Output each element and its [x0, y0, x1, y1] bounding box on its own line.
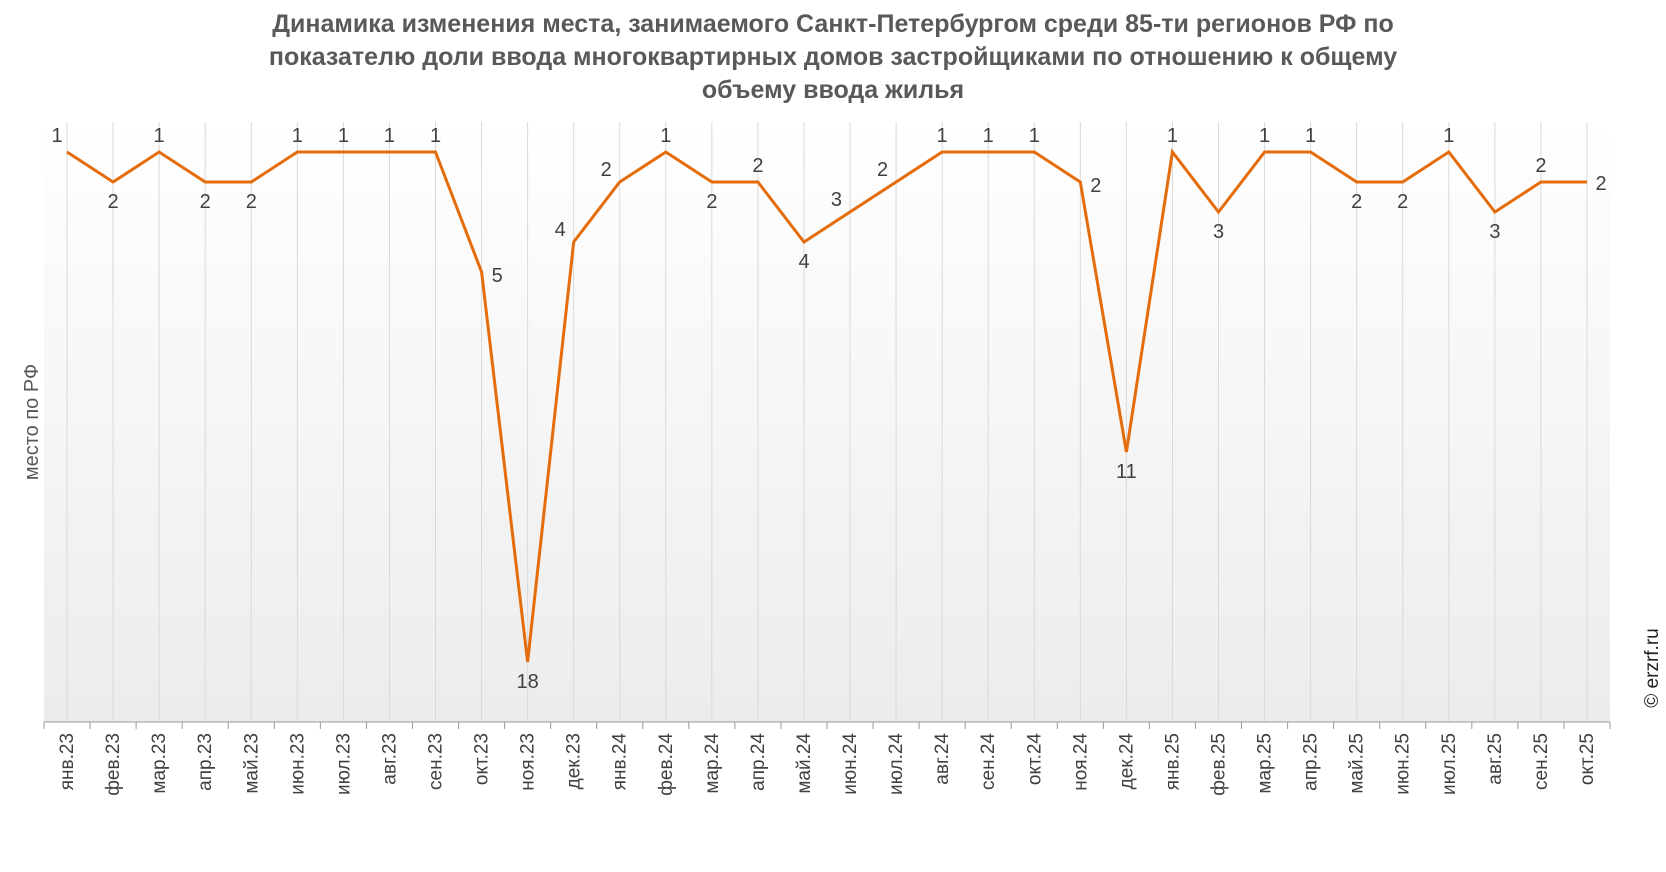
chart-title: Динамика изменения места, занимаемого Са…	[0, 8, 1666, 107]
data-label: 2	[706, 191, 717, 213]
data-label: 2	[752, 155, 763, 177]
x-tick-label: фев.24	[656, 733, 677, 796]
x-tick-label: сен.23	[426, 733, 447, 790]
x-tick-label: мар.24	[702, 733, 723, 794]
x-tick-label: окт.25	[1577, 733, 1598, 785]
data-label: 1	[430, 125, 441, 147]
x-tick-label: июл.24	[886, 733, 907, 795]
x-tick-label: апр.24	[748, 733, 769, 791]
x-tick-label: ноя.23	[518, 733, 539, 791]
data-label: 1	[937, 125, 948, 147]
data-label: 11	[1116, 461, 1137, 483]
data-label: 18	[516, 671, 538, 693]
data-label: 1	[1443, 125, 1454, 147]
x-tick-label: июн.25	[1393, 733, 1414, 795]
data-label: 1	[292, 125, 303, 147]
data-label: 1	[154, 125, 165, 147]
data-label: 2	[108, 191, 119, 213]
data-label: 2	[1535, 155, 1546, 177]
grid	[66, 122, 1588, 722]
data-label: 3	[1213, 221, 1224, 243]
data-label: 2	[1351, 191, 1362, 213]
data-label: 1	[338, 125, 349, 147]
x-tick-label: май.24	[794, 733, 815, 794]
x-tick-label: дек.24	[1116, 733, 1137, 790]
data-label: 1	[1029, 125, 1040, 147]
data-label: 2	[246, 191, 257, 213]
x-tick-label: янв.25	[1162, 733, 1183, 790]
data-label: 3	[831, 189, 842, 211]
x-tick-label: фев.25	[1209, 733, 1230, 796]
watermark: © erzrf.ru	[1642, 628, 1663, 707]
data-label: 1	[384, 125, 395, 147]
x-tick-label: окт.23	[472, 733, 493, 785]
x-tick-label: апр.23	[195, 733, 216, 791]
data-label: 5	[492, 265, 503, 287]
chart-title-line-3: объему ввода жилья	[701, 76, 965, 104]
data-label: 2	[601, 159, 612, 181]
x-tick-label: мар.25	[1255, 733, 1276, 794]
data-label: 1	[51, 125, 62, 147]
data-label: 4	[798, 251, 809, 273]
x-tick-label: мар.23	[149, 733, 170, 794]
x-tick-label: янв.24	[610, 733, 631, 791]
x-tick-label: май.25	[1347, 733, 1368, 794]
data-label: 2	[1090, 175, 1101, 197]
x-axis-ticks	[43, 722, 1611, 729]
x-tick-label: май.23	[241, 733, 262, 794]
plot-area	[44, 122, 1610, 722]
data-label: 1	[1259, 125, 1270, 147]
data-label: 1	[1305, 125, 1316, 147]
x-tick-label: окт.24	[1024, 733, 1045, 786]
x-tick-label: авг.23	[379, 733, 400, 785]
chart-title-line-1: Динамика изменения места, занимаемого Са…	[272, 10, 1394, 38]
x-tick-label: авг.24	[932, 733, 953, 785]
y-axis-label: место по РФ	[21, 364, 43, 480]
x-tick-label: янв.23	[57, 733, 78, 790]
data-label: 2	[1595, 173, 1606, 195]
x-tick-label: сен.25	[1531, 733, 1552, 790]
series-line	[66, 148, 1587, 663]
data-label: 4	[555, 219, 566, 241]
x-tick-label: июл.25	[1439, 733, 1460, 795]
x-tick-label: июн.23	[287, 733, 308, 795]
data-label: 2	[200, 191, 211, 213]
x-tick-label: сен.24	[978, 733, 999, 790]
chart-title-line-2: показателю доли ввода многоквартирных до…	[268, 43, 1398, 71]
data-label: 1	[983, 125, 994, 147]
x-tick-label: ноя.24	[1070, 733, 1091, 791]
x-tick-label: авг.25	[1485, 733, 1506, 785]
x-tick-label: июл.23	[333, 733, 354, 795]
x-axis-tick-labels: янв.23 фев.23 мар.23 апр.23 май.23 июн.23 июл.…	[57, 733, 1598, 796]
x-tick-label: фев.23	[103, 733, 124, 796]
data-label: 1	[660, 125, 671, 147]
x-tick-label: июн.24	[840, 733, 861, 795]
data-label: 2	[877, 159, 888, 181]
x-tick-label: апр.25	[1301, 733, 1322, 791]
data-label: 2	[1397, 191, 1408, 213]
x-tick-label: дек.23	[564, 733, 585, 789]
data-label: 3	[1489, 221, 1500, 243]
data-label: 1	[1167, 125, 1178, 147]
